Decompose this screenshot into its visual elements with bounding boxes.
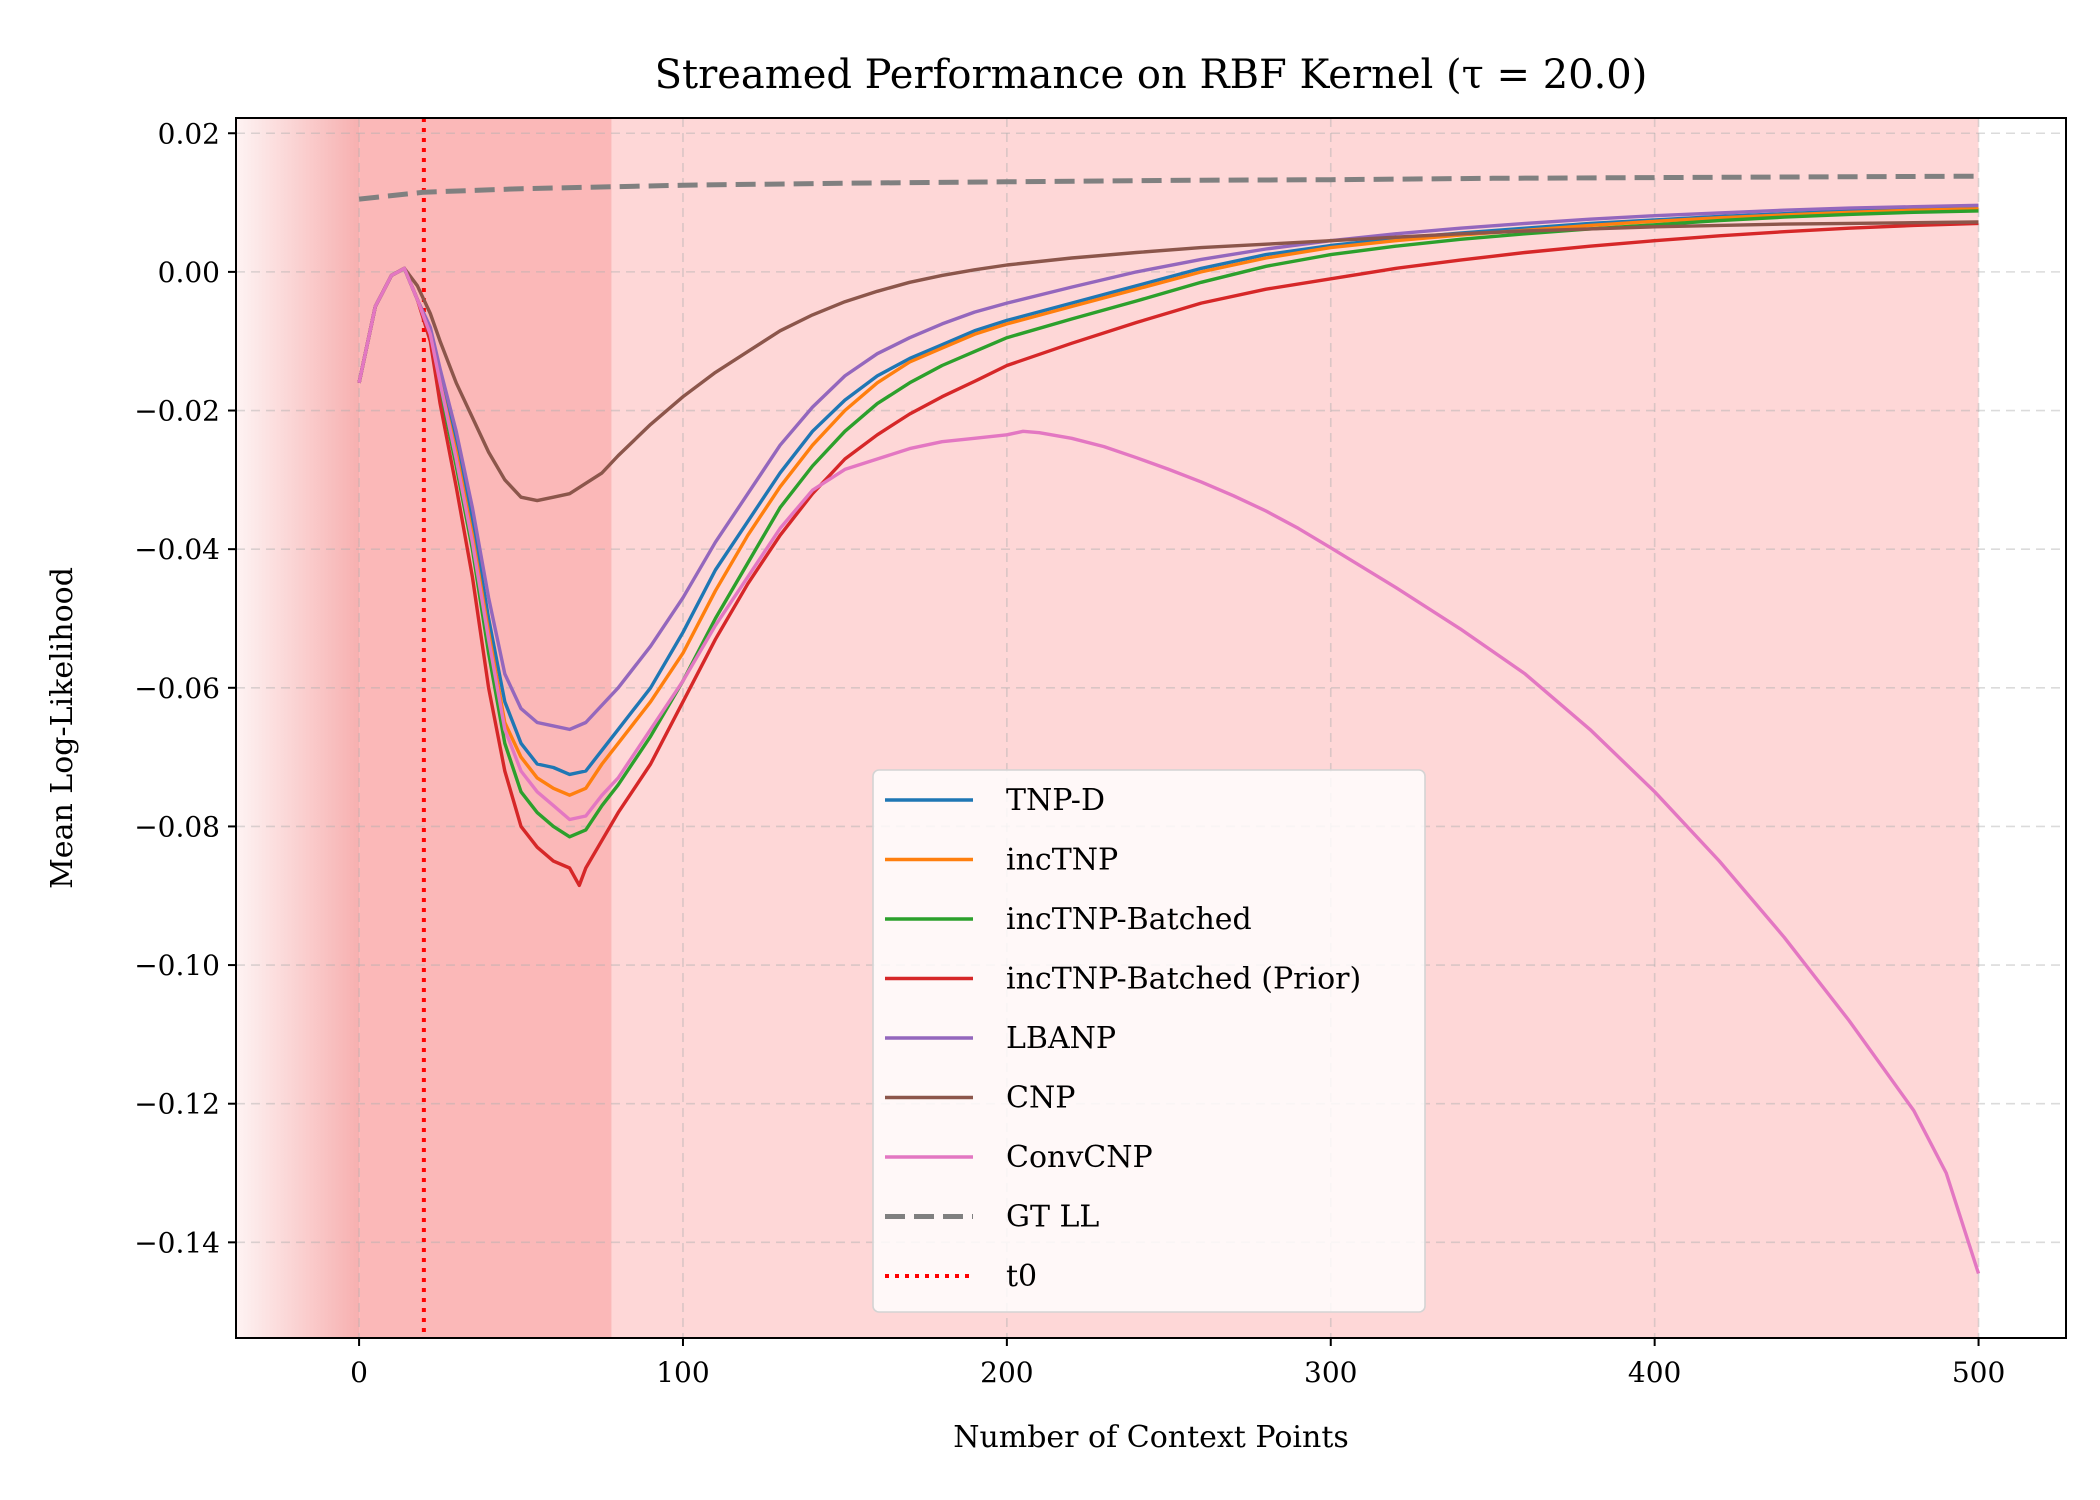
legend-label-lbanp: LBANP — [1006, 1021, 1116, 1056]
legend-label-inctnp: incTNP — [1006, 843, 1118, 878]
series-gt-ll — [358, 173, 1979, 202]
x-axis-label: Number of Context Points — [953, 1420, 1349, 1455]
y-tick-label: −0.04 — [134, 533, 220, 566]
series-inctnp-batched-prior — [357, 221, 1979, 888]
legend-label-convcnp: ConvCNP — [1006, 1140, 1153, 1175]
plot-frame — [235, 117, 2067, 1339]
y-axis-label: Mean Log-Likelihood — [45, 567, 80, 889]
x-tick-label: 500 — [1952, 1356, 2005, 1389]
x-axis-ticks: 0 100 200 300 400 500 — [350, 1338, 2005, 1389]
x-tick-label: 100 — [656, 1356, 709, 1389]
x-tick-label: 300 — [1304, 1356, 1357, 1389]
series-lines — [357, 173, 1981, 1275]
legend-label-inctnp-batched-prior: incTNP-Batched (Prior) — [1006, 962, 1361, 997]
y-tick-label: 0.02 — [158, 117, 220, 150]
series-tnp-d — [357, 205, 1979, 777]
series-lbanp — [357, 203, 1979, 732]
x-tick-label: 0 — [350, 1356, 368, 1389]
y-tick-label: −0.02 — [134, 395, 220, 428]
y-tick-label: −0.14 — [134, 1226, 220, 1259]
y-tick-label: −0.12 — [134, 1088, 220, 1121]
y-tick-label: 0.00 — [158, 256, 220, 289]
chart-title: Streamed Performance on RBF Kernel (τ = … — [655, 52, 1648, 98]
series-cnp — [357, 220, 1979, 503]
legend-label-cnp: CNP — [1006, 1081, 1075, 1116]
y-axis-ticks: 0.02 0.00 −0.02 −0.04 −0.06 −0.08 −0.10 −0.12 −0… — [134, 117, 236, 1259]
y-tick-label: −0.08 — [134, 810, 220, 843]
legend-label-tnp-d: TNP-D — [1006, 783, 1105, 818]
y-tick-label: −0.10 — [134, 949, 220, 982]
shaded-region-1 — [236, 118, 360, 1338]
x-tick-label: 400 — [1628, 1356, 1681, 1389]
series-convcnp — [357, 266, 1981, 1275]
legend: TNP-D incTNP incTNP-Batched incTNP-Batched … — [872, 769, 1426, 1313]
legend-label-t0: t0 — [1006, 1259, 1037, 1294]
legend-label-gt-ll: GT LL — [1006, 1200, 1099, 1235]
legend-box — [872, 769, 1426, 1313]
legend-label-inctnp-batched: incTNP-Batched — [1006, 902, 1252, 937]
x-tick-label: 200 — [980, 1356, 1033, 1389]
y-tick-label: −0.06 — [134, 672, 220, 705]
